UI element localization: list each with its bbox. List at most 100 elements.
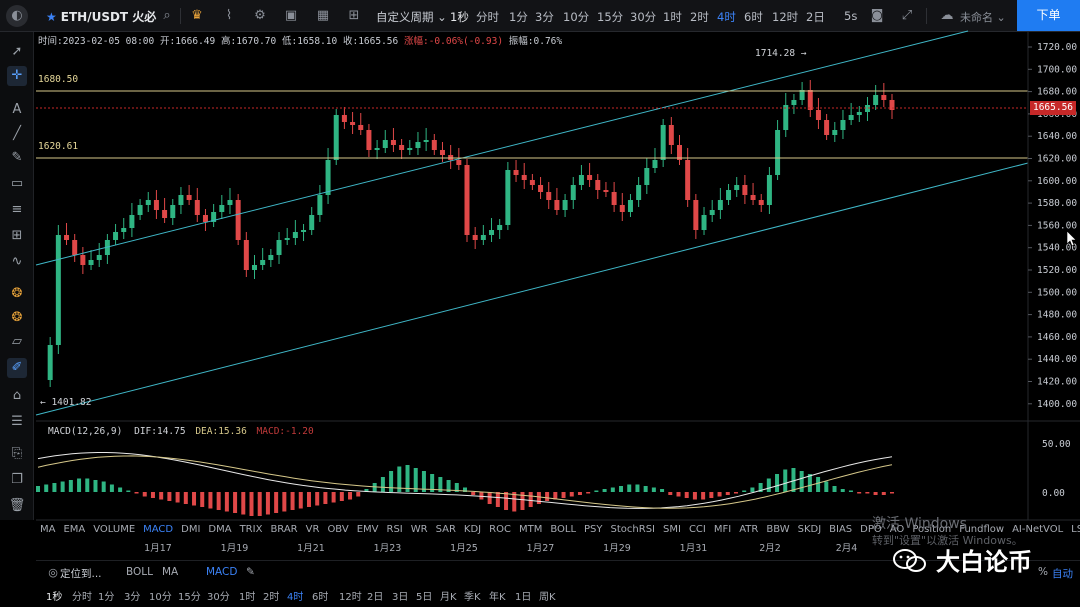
bottom-period-17[interactable]: 年K [489, 592, 506, 603]
period-tab-12[interactable]: 2日 [806, 10, 825, 24]
period-tab-9[interactable]: 4时 [717, 10, 736, 24]
bottom-period-2[interactable]: 1分 [98, 592, 115, 603]
camera-icon[interactable]: ◙ [870, 8, 884, 23]
lock-icon[interactable]: ⌂ [12, 388, 22, 403]
bottom-period-16[interactable]: 季K [464, 592, 481, 603]
indicator-tab-ao[interactable]: AO [889, 524, 905, 535]
magnet-strong-icon[interactable]: ❂ [11, 310, 23, 325]
indicator-tab-smi[interactable]: SMI [663, 524, 681, 535]
parallel-lines-icon[interactable]: ≡ [11, 202, 23, 217]
bottom-period-13[interactable]: 3日 [392, 592, 409, 603]
layout-icon[interactable]: ▣ [284, 8, 298, 23]
rectangle-icon[interactable]: ▭ [10, 176, 24, 191]
crown-icon[interactable]: ♛ [191, 8, 203, 23]
settings-gear-icon[interactable]: ⚙ [254, 8, 266, 23]
indicator-tab-dma[interactable]: DMA [208, 524, 232, 535]
bottom-period-11[interactable]: 12时 [339, 592, 362, 603]
indicator-tab-psy[interactable]: PSY [584, 524, 603, 535]
auto-toggle[interactable]: 自动 [1052, 568, 1073, 580]
save-icon[interactable]: ▦ [316, 8, 330, 23]
indicator-tab-ema[interactable]: EMA [63, 524, 86, 535]
indicator-tab-sar[interactable]: SAR [435, 524, 456, 535]
period-tab-8[interactable]: 2时 [690, 10, 709, 24]
crosshair-icon[interactable]: ✛ [7, 66, 27, 86]
search-icon[interactable]: ⌕ [163, 8, 171, 23]
order-button[interactable]: 下单 [1017, 0, 1080, 31]
indicator-tab-ai-netvol[interactable]: AI-NetVOL [1012, 524, 1064, 535]
period-5s[interactable]: 5s [844, 9, 858, 23]
text-icon[interactable]: A [12, 102, 22, 117]
bottom-period-8[interactable]: 2时 [263, 592, 280, 603]
indicator-tab-mfi[interactable]: MFI [713, 524, 732, 535]
period-tab-10[interactable]: 6时 [744, 10, 763, 24]
pen-icon[interactable]: ✐ [7, 358, 27, 378]
indicator-tab-wr[interactable]: WR [410, 524, 428, 535]
cloud-icon[interactable]: ☁ [940, 8, 954, 23]
indicator-tab-bbw[interactable]: BBW [766, 524, 790, 535]
indicator-tab-cci[interactable]: CCI [688, 524, 706, 535]
indicator-tab-rsi[interactable]: RSI [386, 524, 403, 535]
favorite-star-icon[interactable]: ★ [46, 10, 57, 24]
indicator-tab-boll[interactable]: BOLL [550, 524, 577, 535]
bottom-period-6[interactable]: 30分 [207, 592, 230, 603]
indicator-tab-lsur[interactable]: LSUR [1071, 524, 1080, 535]
indicator-tab-atr[interactable]: ATR [739, 524, 759, 535]
edit-icon[interactable]: ✎ [246, 566, 255, 578]
period-tab-2[interactable]: 1分 [509, 10, 528, 24]
indicator-tab-bias[interactable]: BIAS [829, 524, 853, 535]
indicator-tab-roc[interactable]: ROC [489, 524, 511, 535]
period-tab-7[interactable]: 1时 [663, 10, 682, 24]
bottom-period-9[interactable]: 4时 [287, 592, 304, 603]
line-tool-icon[interactable]: ╱ [13, 126, 21, 141]
ruler-icon[interactable]: ▱ [12, 334, 22, 349]
indicator-tab-stochrsi[interactable]: StochRSI [610, 524, 655, 535]
cursor-icon[interactable]: ➚ [11, 44, 23, 59]
bottom-period-12[interactable]: 2日 [367, 592, 384, 603]
fib-grid-icon[interactable]: ⊞ [11, 228, 23, 243]
bottom-period-10[interactable]: 6时 [312, 592, 329, 603]
indicator-tab-fundflow[interactable]: Fundflow [959, 524, 1005, 535]
bottom-period-3[interactable]: 3分 [124, 592, 141, 603]
wave-icon[interactable]: ∿ [11, 254, 23, 269]
magnet-icon[interactable]: ❂ [11, 286, 23, 301]
period-tab-1[interactable]: 分时 [476, 10, 499, 24]
period-tab-6[interactable]: 30分 [630, 10, 657, 24]
indicator-tab-dmi[interactable]: DMI [181, 524, 201, 535]
period-tab-3[interactable]: 3分 [535, 10, 554, 24]
indicator-tab-skdj[interactable]: SKDJ [797, 524, 822, 535]
period-tab-4[interactable]: 10分 [563, 10, 590, 24]
bottom-period-5[interactable]: 15分 [178, 592, 201, 603]
indicator-tab-position[interactable]: Position [912, 524, 952, 535]
bottom-period-7[interactable]: 1时 [239, 592, 256, 603]
bottom-period-15[interactable]: 月K [440, 592, 457, 603]
app-logo-icon[interactable]: ◐ [6, 5, 28, 27]
brush-icon[interactable]: ✎ [11, 150, 23, 165]
indicator-tab-trix[interactable]: TRIX [239, 524, 263, 535]
price-axis[interactable]: 1720.001700.001680.001660.001640.001620.… [1028, 42, 1077, 410]
indicator-tab-mtm[interactable]: MTM [518, 524, 543, 535]
fullscreen-icon[interactable]: ⤢ [901, 8, 913, 23]
period-tab-0[interactable]: 1秒 [450, 10, 469, 24]
locate-button[interactable]: 定位到... [60, 568, 102, 580]
copy-icon[interactable]: ❐ [11, 472, 23, 487]
indicator-tab-macd[interactable]: MACD [143, 524, 174, 535]
symbol-selector[interactable]: ★ ETH/USDT 火必 [46, 8, 156, 25]
bottom-item-macd[interactable]: MACD [206, 566, 238, 578]
percent-toggle[interactable]: % [1038, 566, 1048, 578]
eye-icon[interactable]: ☰ [11, 414, 23, 429]
period-tab-11[interactable]: 12时 [772, 10, 799, 24]
bottom-period-19[interactable]: 周K [539, 592, 556, 603]
indicator-tab-obv[interactable]: OBV [327, 524, 349, 535]
locate-icon[interactable]: ◎ [48, 566, 58, 579]
indicator-tab-ma[interactable]: MA [40, 524, 56, 535]
bottom-period-1[interactable]: 分时 [72, 592, 92, 603]
bottom-period-14[interactable]: 5日 [416, 592, 433, 603]
grid-icon[interactable]: ⊞ [348, 8, 360, 23]
channel-lower-line[interactable] [35, 162, 1029, 416]
indicator-tab-dpo[interactable]: DPO [860, 524, 882, 535]
indicator-tab-kdj[interactable]: KDJ [463, 524, 482, 535]
bottom-item-boll[interactable]: BOLL [126, 566, 153, 578]
period-tab-5[interactable]: 15分 [597, 10, 624, 24]
layout-name-dropdown[interactable]: 未命名 ⌄ [960, 11, 1006, 24]
